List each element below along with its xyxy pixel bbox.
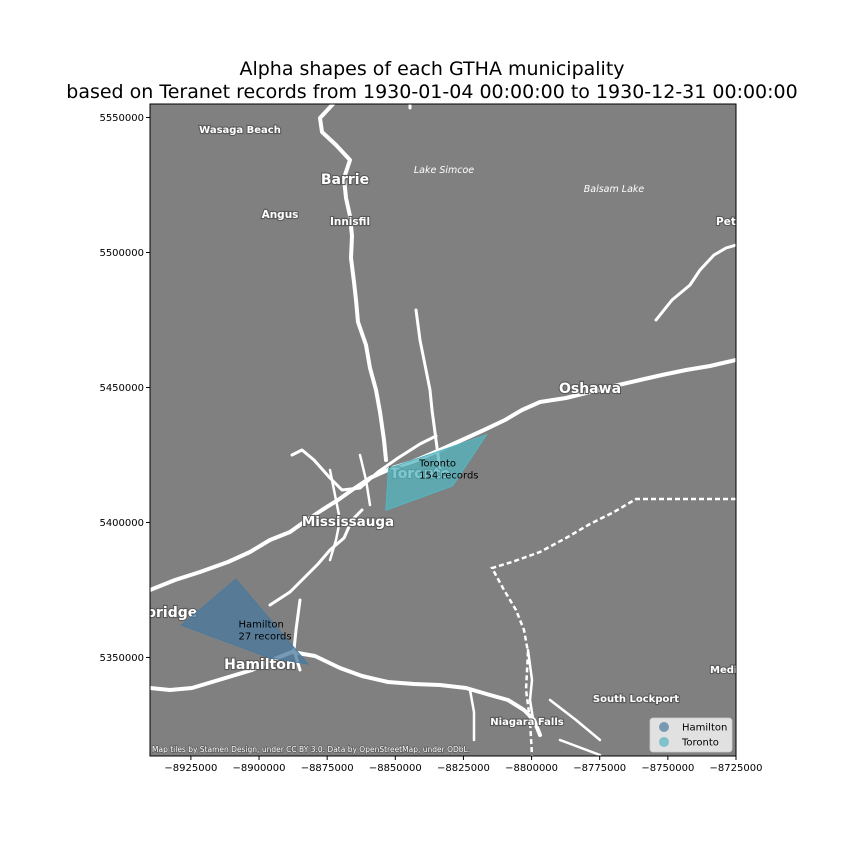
legend: Hamilton Toronto bbox=[649, 717, 733, 753]
basemap-layer: Wasaga Beach Barrie Lake Simcoe Balsam L… bbox=[146, 104, 744, 756]
road-highway-427 bbox=[358, 453, 372, 507]
x-axis: −8925000 −8900000 −8875000 −8850000 −8825000… bbox=[164, 756, 762, 774]
road-niagara-420 bbox=[526, 648, 536, 727]
road-us-highway bbox=[548, 698, 602, 742]
road-highway-10 bbox=[328, 468, 342, 562]
y-axis: 5350000 5400000 5450000 5500000 5550000 bbox=[99, 113, 150, 664]
road-niagara-east bbox=[558, 738, 602, 756]
label-innisfil: Innisfil bbox=[330, 216, 370, 228]
y-tick-label: 5550000 bbox=[99, 113, 144, 124]
label-bridge: bridge bbox=[146, 605, 197, 621]
axes-frame bbox=[149, 103, 737, 757]
map-attribution: Map tiles by Stamen Design, under CC BY … bbox=[152, 745, 470, 754]
annotation-layer: Hamilton 27 records Toronto 154 records bbox=[239, 459, 479, 643]
x-tick-label: −8850000 bbox=[369, 763, 422, 774]
road-peterborough bbox=[654, 243, 736, 322]
y-tick-label: 5450000 bbox=[99, 383, 144, 394]
label-hamilton: Hamilton bbox=[224, 657, 296, 673]
annotation-hamilton-line-2: 27 records bbox=[239, 632, 292, 643]
chart-title: Alpha shapes of each GTHA municipality b… bbox=[0, 58, 864, 104]
legend-box bbox=[649, 717, 733, 753]
annotation-hamilton-line-1: Hamilton bbox=[239, 620, 284, 631]
label-oshawa: Oshawa bbox=[559, 381, 621, 397]
legend-label-hamilton: Hamilton bbox=[682, 723, 727, 734]
annotation-toronto-line-1: Toronto bbox=[418, 459, 456, 470]
x-tick-label: −8725000 bbox=[710, 763, 763, 774]
y-tick-label: 5500000 bbox=[99, 248, 144, 259]
label-mississauga: Mississauga bbox=[302, 514, 394, 530]
label-angus: Angus bbox=[262, 209, 299, 221]
x-tick-label: −8775000 bbox=[573, 763, 626, 774]
title-line-2: based on Teranet records from 1930-01-04… bbox=[66, 81, 798, 103]
alpha-shape-hamilton bbox=[180, 578, 310, 665]
annotation-hamilton: Hamilton 27 records bbox=[239, 620, 292, 643]
road-qew bbox=[150, 650, 542, 737]
border-line bbox=[490, 497, 736, 756]
x-tick-label: −8825000 bbox=[437, 763, 490, 774]
y-tick-label: 5350000 bbox=[99, 653, 144, 664]
x-tick-label: −8925000 bbox=[164, 763, 217, 774]
label-media: Media bbox=[710, 665, 744, 676]
x-tick-label: −8750000 bbox=[641, 763, 694, 774]
road-niagara-405 bbox=[468, 688, 476, 742]
x-tick-label: −8800000 bbox=[505, 763, 558, 774]
legend-marker-hamilton bbox=[659, 722, 669, 732]
road-highway-404 bbox=[414, 308, 442, 472]
label-wasaga-beach: Wasaga Beach bbox=[199, 125, 281, 136]
annotation-toronto: Toronto 154 records bbox=[418, 459, 478, 482]
label-barrie: Barrie bbox=[321, 172, 369, 188]
x-tick-label: −8900000 bbox=[233, 763, 286, 774]
label-niagara-falls: Niagara Falls bbox=[490, 717, 563, 728]
label-pete: Pete bbox=[716, 216, 743, 228]
label-south-lockport: South Lockport bbox=[593, 694, 679, 705]
alpha-shape-layer bbox=[180, 433, 488, 665]
place-labels: Wasaga Beach Barrie Lake Simcoe Balsam L… bbox=[146, 124, 744, 729]
road-highway-407 bbox=[290, 434, 438, 492]
legend-marker-toronto bbox=[659, 737, 669, 747]
alpha-shape-toronto bbox=[385, 433, 488, 512]
x-tick-label: −8875000 bbox=[301, 763, 354, 774]
label-balsam-lake: Balsam Lake bbox=[584, 184, 645, 195]
road-highway-400-north bbox=[318, 104, 388, 462]
legend-label-toronto: Toronto bbox=[681, 738, 719, 749]
y-tick-label: 5400000 bbox=[99, 518, 144, 529]
label-lake-simcoe: Lake Simcoe bbox=[414, 165, 474, 176]
road-highway-403 bbox=[268, 508, 364, 607]
title-line-1: Alpha shapes of each GTHA municipality bbox=[239, 58, 625, 80]
annotation-toronto-line-2: 154 records bbox=[419, 471, 478, 482]
